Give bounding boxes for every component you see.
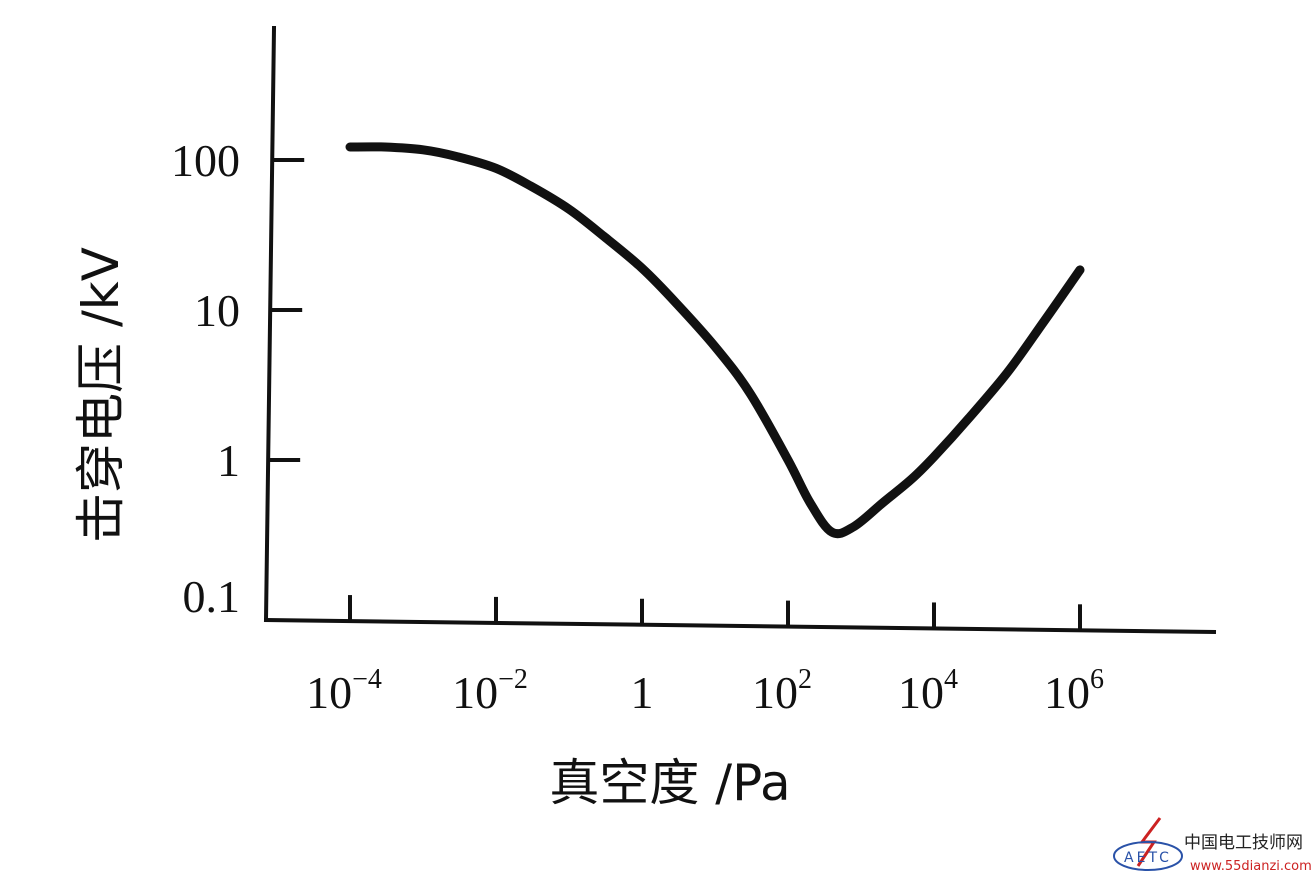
- x-tick-label-base-0: 10: [306, 667, 352, 718]
- axes: [263, 25, 1217, 635]
- x-tick-label-exp-1: −2: [498, 664, 528, 695]
- x-tick-label-base-3: 10: [752, 667, 798, 718]
- x-tick-label-exp-0: −4: [352, 664, 382, 695]
- aetc-logo-ring: [1113, 841, 1183, 871]
- y-ticks: 0.1 1 10 100: [171, 135, 305, 622]
- x-tick-label-exp-4: 4: [944, 664, 958, 695]
- x-tick-label-3: 102: [752, 664, 812, 718]
- x-tick-label-base-1: 10: [452, 667, 498, 718]
- x-ticks: 10−4 10−2 1 102 104 106: [306, 595, 1104, 718]
- x-tick-label-5: 106: [1044, 664, 1104, 718]
- watermark-url: www.55dianzi.com: [1190, 859, 1312, 874]
- aetc-logo-text: AETC: [1124, 850, 1172, 866]
- x-tick-label-0: 10−4: [306, 664, 382, 718]
- x-tick-label-2: 1: [631, 667, 654, 718]
- x-tick-label-1: 10−2: [452, 664, 528, 718]
- y-tick-label-0: 0.1: [183, 571, 241, 622]
- x-tick-label-base-4: 10: [898, 667, 944, 718]
- y-axis-title: 击穿电压 /kV: [72, 247, 130, 543]
- y-tick-label-1: 1: [217, 435, 240, 486]
- watermark: AETC 中国电工技师网 www.55dianzi.com: [1113, 817, 1312, 874]
- series-line-0: [345, 142, 1085, 539]
- series: [345, 142, 1085, 539]
- x-tick-label-exp-3: 2: [798, 664, 812, 695]
- x-tick-label-4: 104: [898, 664, 958, 718]
- watermark-site-name: 中国电工技师网: [1184, 833, 1303, 853]
- x-axis-title: 真空度 /Pa: [549, 754, 790, 812]
- x-tick-label-base-5: 10: [1044, 667, 1090, 718]
- x-tick-label-base-2: 1: [631, 667, 654, 718]
- y-tick-label-2: 10: [194, 285, 240, 336]
- x-axis-line: [263, 617, 1217, 635]
- y-tick-label-3: 100: [171, 135, 240, 186]
- x-tick-label-exp-5: 6: [1090, 664, 1104, 695]
- y-axis-line: [263, 25, 277, 623]
